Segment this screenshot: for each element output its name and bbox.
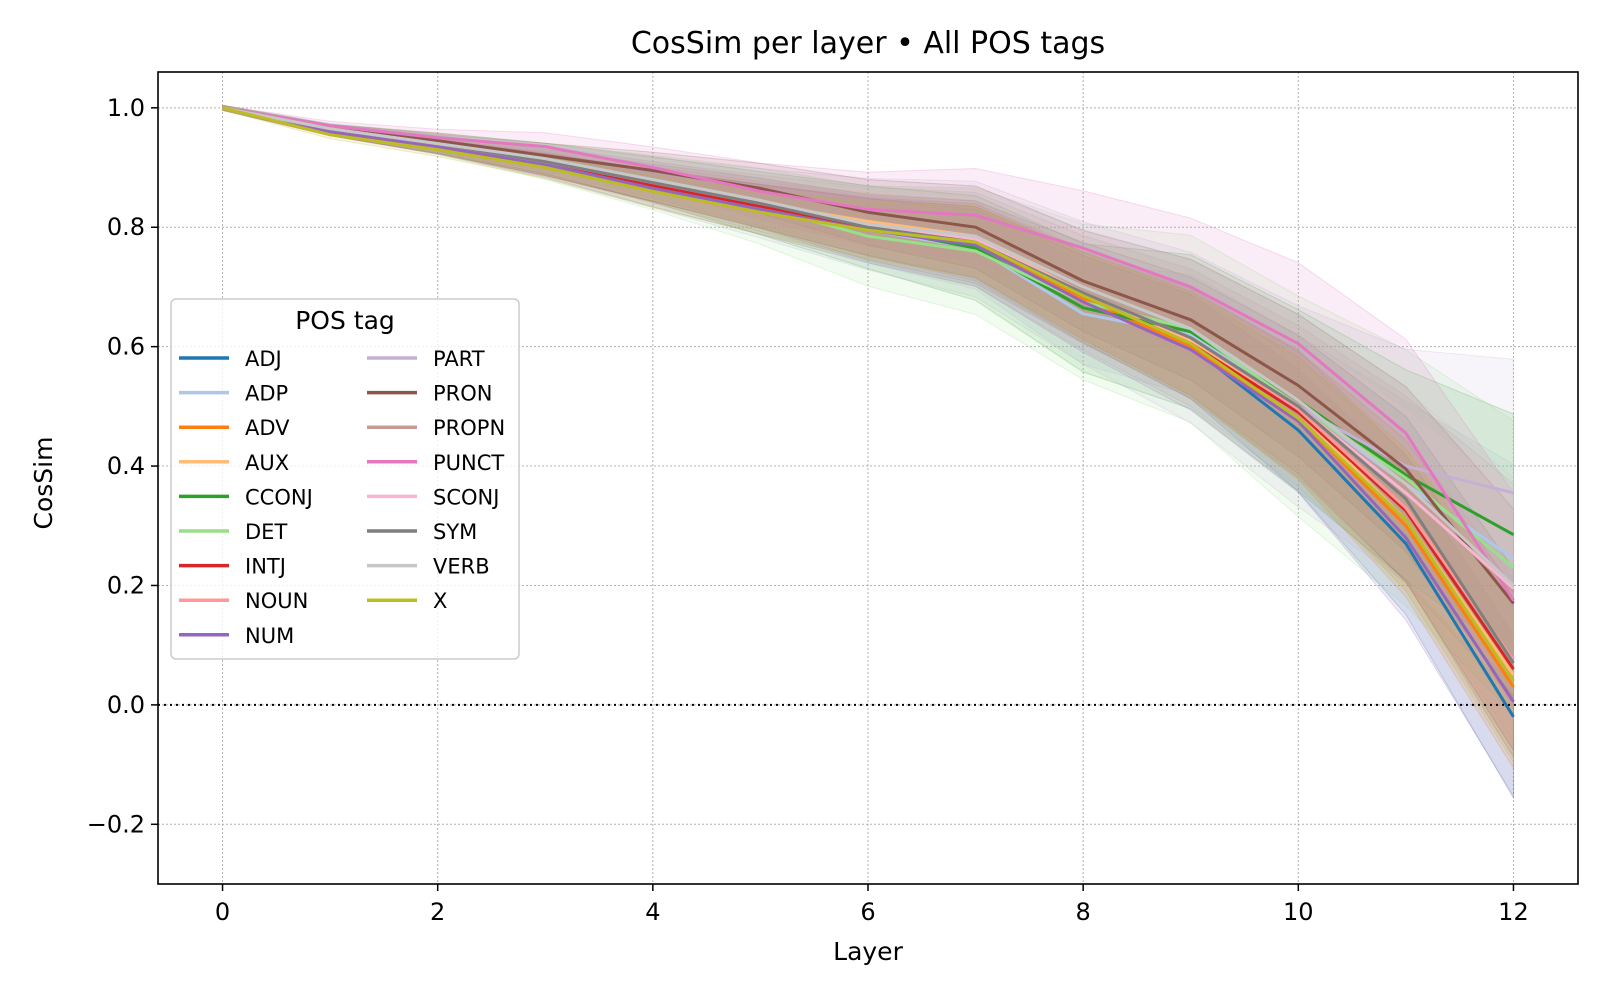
- legend-item-punct: PUNCT: [367, 451, 504, 475]
- x-tick-label: 2: [430, 898, 445, 926]
- legend-label: CCONJ: [245, 485, 313, 509]
- legend-label: ADV: [245, 416, 290, 440]
- x-axis-label: Layer: [833, 937, 903, 966]
- y-tick-label: 0.0: [107, 691, 145, 719]
- x-tick-label: 8: [1076, 898, 1091, 926]
- y-tick-label: 0.6: [107, 333, 145, 361]
- legend-label: X: [433, 589, 447, 613]
- series-line-pron: [222, 106, 1515, 605]
- legend-item-adp: ADP: [179, 382, 288, 406]
- legend-label: ADP: [245, 382, 288, 406]
- x-tick-label: 4: [645, 898, 660, 926]
- legend: POS tag ADJ ADP ADV AUX CCONJ DET INTJ NOUN NUM P…: [170, 298, 520, 660]
- legend-item-aux: AUX: [179, 451, 289, 475]
- legend-label: PRON: [433, 382, 493, 406]
- legend-label: VERB: [433, 555, 490, 579]
- legend-item-x: X: [367, 589, 447, 613]
- legend-item-part: PART: [367, 347, 485, 371]
- legend-label: INTJ: [245, 555, 286, 579]
- chart-title: CosSim per layer • All POS tags: [631, 26, 1105, 61]
- legend-item-verb: VERB: [367, 555, 490, 579]
- legend-item-pron: PRON: [367, 382, 493, 406]
- x-tick-label: 10: [1283, 898, 1314, 926]
- series-line-verb: [222, 106, 1515, 587]
- y-tick-label: 0.2: [107, 571, 145, 599]
- x-tick-label: 6: [860, 898, 875, 926]
- legend-item-propn: PROPN: [367, 416, 505, 440]
- series-line-x: [222, 106, 1515, 682]
- y-tick-label: 0.4: [107, 452, 145, 480]
- legend-label: DET: [245, 520, 287, 544]
- series-lines: [222, 106, 1515, 718]
- y-axis-label: CosSim: [29, 437, 58, 530]
- legend-label: PUNCT: [433, 451, 504, 475]
- legend-item-cconj: CCONJ: [179, 485, 313, 509]
- legend-item-num: NUM: [179, 624, 294, 648]
- y-tick-label: −0.2: [87, 810, 145, 838]
- legend-label: AUX: [245, 451, 289, 475]
- x-tick-label: 12: [1498, 898, 1529, 926]
- series-line-punct: [222, 106, 1515, 602]
- legend-item-sym: SYM: [367, 520, 477, 544]
- legend-items: ADJ ADP ADV AUX CCONJ DET INTJ NOUN NUM PART PRON P…: [179, 347, 505, 648]
- legend-label: ADJ: [245, 347, 282, 371]
- legend-item-det: DET: [179, 520, 287, 544]
- legend-title: POS tag: [295, 306, 395, 335]
- legend-item-intj: INTJ: [179, 555, 286, 579]
- legend-label: PROPN: [433, 416, 505, 440]
- legend-item-adj: ADJ: [179, 347, 282, 371]
- legend-label: NOUN: [245, 589, 308, 613]
- x-tick-label: 0: [215, 898, 230, 926]
- x-axis-ticks: 0 2 4 6 8 10 12: [215, 884, 1529, 926]
- legend-label: NUM: [245, 624, 294, 648]
- legend-item-noun: NOUN: [179, 589, 308, 613]
- legend-label: SCONJ: [433, 485, 499, 509]
- legend-label: SYM: [433, 520, 477, 544]
- y-axis-ticks: −0.2 0.0 0.2 0.4 0.6 0.8 1.0: [87, 94, 158, 838]
- y-tick-label: 1.0: [107, 94, 145, 122]
- legend-item-adv: ADV: [179, 416, 290, 440]
- series-band-noun: [222, 104, 1514, 743]
- y-tick-label: 0.8: [107, 213, 145, 241]
- legend-box: [170, 298, 520, 660]
- legend-label: PART: [433, 347, 485, 371]
- legend-item-sconj: SCONJ: [367, 485, 499, 509]
